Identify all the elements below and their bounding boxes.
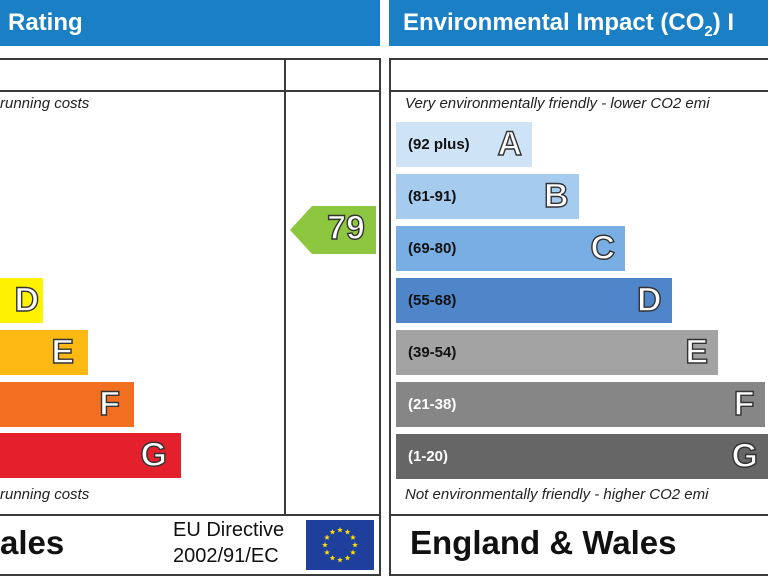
environmental-impact-frame bbox=[389, 58, 768, 576]
energy-band-e-letter: E bbox=[51, 332, 75, 371]
energy-band-d-letter: D bbox=[14, 280, 40, 319]
environmental-band-letter: A bbox=[497, 124, 523, 163]
eu-flag-star bbox=[350, 534, 356, 540]
environmental-band-g: (1-20) G bbox=[396, 434, 768, 479]
environmental-band-letter: G bbox=[731, 436, 759, 475]
current-rating-value: 79 bbox=[326, 208, 365, 247]
environmental-band-e: (39-54) E bbox=[396, 330, 718, 375]
current-rating-arrow-shape bbox=[290, 206, 376, 254]
environmental-band-range: (81-91) bbox=[408, 188, 457, 205]
environmental-impact-header-end: ) I bbox=[712, 9, 735, 36]
eu-flag-star bbox=[352, 542, 358, 548]
eu-flag-star bbox=[337, 527, 343, 533]
energy-top-note: running costs bbox=[0, 95, 90, 112]
eu-directive-text: EU Directive 2002/91/EC bbox=[173, 517, 284, 569]
environmental-top-note: Very environmentally friendly - lower CO… bbox=[405, 95, 710, 112]
environmental-bottom-note: Not environmentally friendly - higher CO… bbox=[405, 486, 709, 503]
eu-flag-star bbox=[350, 549, 356, 555]
environmental-band-f: (21-38) F bbox=[396, 382, 765, 427]
eu-flag-star bbox=[322, 542, 328, 548]
eu-flag-star bbox=[329, 529, 336, 535]
eu-flag-star bbox=[344, 554, 351, 561]
eu-flag-star bbox=[329, 554, 336, 561]
environmental-impact-header-row-divider bbox=[389, 90, 768, 92]
current-rating-arrow bbox=[290, 206, 376, 254]
eu-flag-star bbox=[324, 549, 330, 555]
energy-rating-frame bbox=[0, 58, 381, 576]
environmental-band-range: (39-54) bbox=[408, 344, 457, 361]
energy-band-f: F bbox=[0, 382, 134, 427]
environmental-impact-footer-divider bbox=[389, 514, 768, 516]
eu-flag-stars bbox=[322, 527, 358, 563]
environmental-band-range: (55-68) bbox=[408, 292, 457, 309]
environmental-footer-region: England & Wales bbox=[410, 524, 677, 561]
eu-flag-icon bbox=[306, 520, 374, 570]
environmental-band-letter: D bbox=[636, 280, 662, 319]
environmental-band-letter: E bbox=[685, 332, 709, 371]
energy-bottom-note: running costs bbox=[0, 486, 90, 503]
eu-directive-line2: 2002/91/EC bbox=[173, 545, 279, 567]
environmental-band-c: (69-80) C bbox=[396, 226, 625, 271]
energy-band-d: D bbox=[0, 278, 43, 323]
eu-directive-line1: EU Directive bbox=[173, 519, 285, 541]
eu-flag-star bbox=[337, 557, 343, 563]
environmental-band-range: (69-80) bbox=[408, 240, 457, 257]
environmental-band-range: (21-38) bbox=[408, 396, 457, 413]
energy-rating-header-text: Rating bbox=[8, 9, 83, 36]
energy-band-e: E bbox=[0, 330, 88, 375]
energy-band-g: G bbox=[0, 433, 181, 478]
environmental-band-letter: B bbox=[543, 176, 569, 215]
environmental-band-a: (92 plus) A bbox=[396, 122, 532, 167]
energy-footer-region: ales bbox=[0, 524, 65, 561]
environmental-band-b: (81-91) B bbox=[396, 174, 579, 219]
energy-rating-column-divider bbox=[284, 58, 286, 516]
eu-flag-star bbox=[344, 529, 351, 535]
environmental-impact-header-text: Environmental Impact (CO bbox=[403, 9, 705, 36]
environmental-band-d: (55-68) D bbox=[396, 278, 672, 323]
eu-flag-star bbox=[324, 534, 330, 540]
environmental-band-letter: C bbox=[590, 228, 616, 267]
energy-rating-footer-divider bbox=[0, 514, 380, 516]
energy-rating-header-row-divider bbox=[0, 90, 380, 92]
environmental-band-range: (92 plus) bbox=[408, 136, 470, 153]
energy-band-f-letter: F bbox=[99, 384, 121, 423]
environmental-band-range: (1-20) bbox=[408, 448, 449, 465]
energy-rating-header: Rating bbox=[0, 0, 380, 46]
environmental-impact-header-subscript: 2 bbox=[704, 23, 713, 40]
environmental-band-letter: F bbox=[733, 384, 755, 423]
energy-band-g-letter: G bbox=[140, 435, 168, 474]
environmental-impact-header: Environmental Impact (CO2) I bbox=[389, 0, 768, 46]
